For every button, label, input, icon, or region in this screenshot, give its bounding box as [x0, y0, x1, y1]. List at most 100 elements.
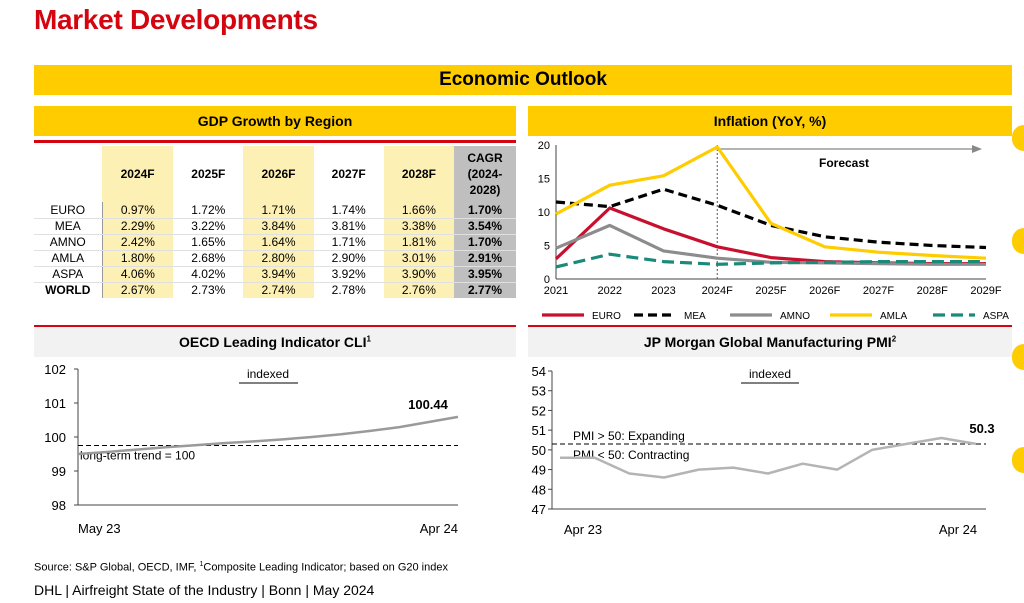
pmi-title-sup: 2	[891, 334, 897, 344]
cagr-cell: 1.70%	[454, 202, 516, 219]
value-cell: 3.81%	[313, 218, 384, 235]
y-tick-label: 15	[538, 174, 550, 186]
y-tick-label: 47	[532, 502, 546, 517]
source-note: Source: S&P Global, OECD, IMF, 1Composit…	[34, 561, 448, 574]
col-header: 2026F	[243, 146, 314, 202]
source-sup: 1	[199, 561, 204, 568]
gdp-header-row: 2024F 2025F 2026F 2027F 2028F CAGR (2024…	[34, 146, 516, 202]
x-tick-label: 2025F	[755, 285, 786, 297]
value-cell: 3.01%	[383, 250, 454, 267]
value-cell: 1.65%	[173, 234, 244, 251]
value-cell: 3.90%	[383, 266, 454, 283]
value-cell: 2.73%	[191, 283, 226, 298]
oecd-red-rule	[34, 325, 516, 327]
end-value-label: 50.3	[969, 421, 994, 436]
value-cell: 2.29%	[102, 218, 174, 235]
x-tick-label: 2029F	[970, 285, 1001, 297]
y-tick-label: 49	[532, 463, 546, 478]
value-cell: 1.64%	[243, 234, 314, 251]
value-cell: 1.72%	[173, 202, 244, 219]
col-header: 2027F	[331, 167, 366, 181]
x-label-start: Apr 23	[564, 522, 602, 537]
gdp-row: ASPA 4.06% 4.02% 3.94% 3.92% 3.90% 3.95%	[34, 266, 516, 283]
cagr-cell: 2.77%	[454, 282, 516, 298]
legend-label: AMNO	[780, 311, 810, 322]
gdp-row: EURO 0.97% 1.72% 1.71% 1.74% 1.66% 1.70%	[34, 202, 516, 219]
cagr-header: CAGR (2024-2028)	[454, 146, 516, 202]
y-tick-label: 51	[532, 423, 546, 438]
subtitle-label: indexed	[247, 367, 289, 381]
value-cell: 2.76%	[383, 282, 454, 298]
oecd-header-bg	[34, 327, 516, 357]
gdp-red-rule	[34, 140, 516, 143]
col-header: 2024F	[102, 146, 174, 202]
footer-caption: DHL | Airfreight State of the Industry |…	[34, 582, 375, 598]
gdp-row: AMNO 2.42% 1.65% 1.64% 1.71% 1.81% 1.70%	[34, 234, 516, 251]
region-cell: AMNO	[34, 234, 103, 251]
cli-line	[77, 415, 459, 456]
value-cell: 2.80%	[243, 250, 314, 267]
y-tick-label: 48	[532, 482, 546, 497]
side-tab	[1012, 447, 1024, 473]
value-cell: 1.81%	[383, 234, 454, 251]
y-tick-label: 10	[538, 207, 550, 219]
y-tick-label: 54	[532, 364, 546, 379]
side-tab	[1012, 344, 1024, 370]
value-cell: 1.71%	[313, 234, 384, 251]
oecd-title-sup: 1	[366, 334, 371, 344]
value-cell: 1.71%	[243, 202, 314, 219]
side-tab	[1012, 125, 1024, 151]
y-tick-label: 0	[544, 274, 550, 286]
y-tick-label: 5	[544, 241, 550, 253]
y-tick-label: 52	[532, 403, 546, 418]
value-cell: 3.22%	[173, 218, 244, 235]
source-suffix: Composite Leading Indicator; based on G2…	[203, 561, 448, 574]
region-cell: WORLD	[34, 282, 103, 298]
y-tick-label: 101	[44, 396, 66, 411]
cagr-cell: 2.91%	[454, 250, 516, 267]
oecd-title-wrap: OECD Leading Indicator CLI1	[34, 334, 516, 350]
gdp-title: GDP Growth by Region	[34, 106, 516, 136]
pmi-line	[560, 436, 977, 479]
value-cell: 1.66%	[383, 202, 454, 219]
pmi-title: JP Morgan Global Manufacturing PMI	[643, 334, 892, 350]
threshold-above-label: PMI > 50: Expanding	[573, 429, 685, 443]
gdp-row: WORLD 2.67% 2.73% 2.74% 2.78% 2.76% 2.77%	[34, 282, 516, 298]
value-cell: 1.80%	[102, 250, 174, 267]
x-label-end: Apr 24	[939, 522, 977, 537]
series-line-aspa	[555, 252, 986, 269]
value-cell: 3.92%	[313, 266, 384, 283]
oecd-title: OECD Leading Indicator CLI	[179, 334, 367, 350]
region-cell: MEA	[34, 218, 103, 235]
x-label-start: May 23	[78, 521, 121, 536]
value-cell: 3.38%	[383, 218, 454, 235]
value-cell: 2.90%	[313, 250, 384, 267]
value-cell: 4.06%	[102, 266, 174, 283]
pmi-title-wrap: JP Morgan Global Manufacturing PMI2	[528, 334, 1012, 350]
forecast-label: Forecast	[819, 156, 869, 170]
inflation-chart: 0 5 10 15 20 2021 2022 2023 2024F 2025F 2026F 2027F…	[538, 140, 1010, 322]
cagr-cell: 3.54%	[454, 218, 516, 235]
legend-label: MEA	[684, 311, 706, 322]
value-cell: 0.97%	[102, 202, 174, 219]
gdp-table: 2024F 2025F 2026F 2027F 2028F CAGR (2024…	[34, 146, 516, 298]
region-cell: ASPA	[34, 266, 103, 283]
value-cell: 3.94%	[243, 266, 314, 283]
source-prefix: Source: S&P Global, OECD, IMF,	[34, 561, 200, 574]
value-cell: 2.78%	[331, 283, 366, 298]
value-cell: 2.67%	[102, 282, 174, 298]
region-cell: AMLA	[34, 250, 103, 267]
legend-label: ASPA	[983, 311, 1009, 322]
x-tick-label: 2026F	[809, 285, 840, 297]
y-tick-label: 50	[532, 443, 546, 458]
x-label-end: Apr 24	[420, 521, 458, 536]
cagr-cell: 1.70%	[454, 234, 516, 251]
x-tick-label: 2023	[651, 285, 675, 297]
legend-label: EURO	[592, 311, 621, 322]
x-tick-label: 2028F	[917, 285, 948, 297]
threshold-below-label: PMI < 50: Contracting	[573, 448, 689, 462]
col-header: 2025F	[191, 167, 226, 181]
series-line-amla	[555, 145, 987, 260]
y-tick-label: 20	[538, 140, 550, 152]
page-title: Market Developments	[34, 4, 318, 35]
